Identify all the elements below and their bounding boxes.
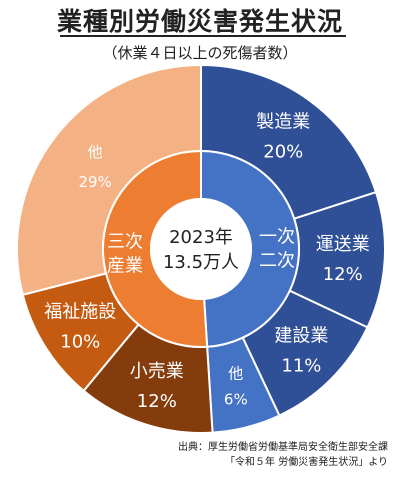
outer-slice-name: 他 xyxy=(228,365,243,383)
center-circle xyxy=(150,198,252,300)
inner-slice-label: 産業 xyxy=(107,255,143,276)
outer-slice-percent: 12% xyxy=(137,391,177,412)
outer-slice-name: 運送業 xyxy=(316,234,370,255)
source-note: 出典：厚生労働省労働基準局安全衛生部安全課 「令和５年 労働災害発生状況」より xyxy=(88,440,388,470)
page-title: 業種別労働災害発生状況 xyxy=(56,7,343,36)
page-subtitle: （休業４日以上の死傷者数） xyxy=(102,44,298,62)
source-line-1: 出典：厚生労働省労働基準局安全衛生部安全課 xyxy=(178,442,388,453)
outer-slice-percent: 10% xyxy=(60,332,100,353)
outer-slice-percent: 6% xyxy=(224,391,248,409)
outer-slice-name: 福祉施設 xyxy=(44,302,116,323)
chart-labels: 製造業 20% 運送業 12% 建設業 11% 他 6% 小売業 12% 福祉施設 10% 他 29% 一次… xyxy=(44,112,369,412)
inner-slice-label: 一次 xyxy=(259,227,295,248)
inner-slice-label: 三次 xyxy=(107,231,143,252)
outer-slice-percent: 29% xyxy=(78,173,111,191)
inner-slice-label: 二次 xyxy=(259,251,295,272)
outer-slice-name: 製造業 xyxy=(256,112,310,133)
center-total: 13.5万人 xyxy=(163,252,239,273)
outer-ring xyxy=(16,63,386,434)
center-year: 2023年 xyxy=(169,227,233,248)
outer-slice-percent: 12% xyxy=(323,264,363,285)
outer-slice-percent: 11% xyxy=(281,355,321,376)
outer-slice-name: 建設業 xyxy=(274,325,328,346)
outer-slice-percent: 20% xyxy=(263,142,303,163)
title-underline xyxy=(60,35,346,37)
source-line-2: 「令和５年 労働災害発生状況」より xyxy=(225,457,388,468)
outer-slice-name: 小売業 xyxy=(130,361,184,382)
outer-slice-name: 他 xyxy=(88,143,103,161)
